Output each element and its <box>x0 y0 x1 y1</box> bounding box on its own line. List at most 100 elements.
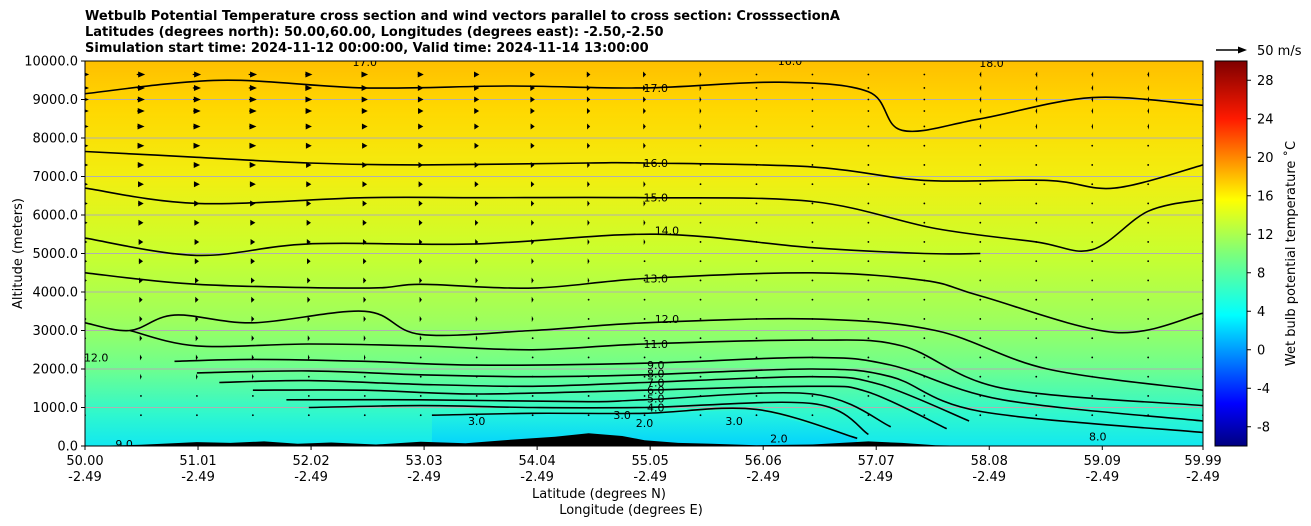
wind-vector <box>755 241 758 243</box>
wind-vector <box>530 108 535 115</box>
wind-vector <box>418 161 424 168</box>
wind-vector <box>193 161 201 168</box>
contour-14.0 <box>85 233 981 257</box>
wind-vector <box>755 125 758 128</box>
wind-vector <box>811 144 814 147</box>
wind-vector <box>699 96 702 103</box>
wind-vector <box>811 87 814 89</box>
title-line-3: Simulation start time: 2024-11-12 00:00:… <box>85 41 649 56</box>
wind-vector <box>755 183 758 186</box>
x-tick-label-lat: 53.03 <box>405 454 442 469</box>
wind-vector <box>475 395 478 397</box>
wind-vector <box>867 260 870 263</box>
wind-vector <box>755 202 758 205</box>
wind-vector <box>811 298 814 301</box>
wind-vector <box>867 318 870 320</box>
wind-vector <box>1147 241 1150 243</box>
y-tick-label: 7000.0 <box>33 170 79 185</box>
wind-vector <box>1147 298 1150 301</box>
wind-vector <box>643 375 646 378</box>
wind-vector <box>923 375 926 378</box>
wind-vector <box>1091 123 1093 130</box>
contour-label: 8.0 <box>1089 430 1107 443</box>
wind-vector <box>923 98 926 101</box>
x-tick-label-lat: 54.04 <box>519 454 556 469</box>
wind-vector <box>137 96 145 103</box>
wind-vector <box>251 414 254 417</box>
wind-vector <box>755 98 758 101</box>
wind-vector <box>586 96 591 103</box>
wind-vector <box>361 71 369 78</box>
wind-vector <box>867 279 870 282</box>
x-tick-label-lon: -2.49 <box>972 470 1006 485</box>
wind-vector <box>1091 356 1094 359</box>
wind-vector <box>361 96 368 103</box>
wind-vector <box>1147 202 1150 205</box>
wind-vector <box>923 318 926 320</box>
wind-vector <box>531 277 534 284</box>
wind-vector <box>531 337 534 340</box>
wind-vector <box>923 260 926 263</box>
contour-label: 6.0 <box>647 384 665 397</box>
wind-vector <box>867 298 870 301</box>
wind-vector <box>1147 183 1150 186</box>
wind-vector <box>587 219 590 226</box>
colorbar-tick-label: 16 <box>1257 189 1274 204</box>
wind-vector <box>1147 356 1150 359</box>
wind-vector <box>699 123 702 130</box>
wind-vector <box>1035 183 1038 186</box>
wind-vector <box>586 84 591 91</box>
colorbar-tick-label: 4 <box>1257 305 1265 320</box>
wind-vector <box>85 109 89 113</box>
wind-vector <box>1147 71 1150 78</box>
colorbar-tick-label: 28 <box>1257 74 1274 89</box>
wind-vector <box>587 181 590 188</box>
wind-vector <box>979 183 982 186</box>
wind-vector <box>699 241 702 243</box>
wind-vector <box>250 219 256 226</box>
wind-vector <box>586 108 591 115</box>
wind-vector <box>139 335 143 342</box>
wind-vector <box>867 202 870 205</box>
wind-vector <box>251 296 255 303</box>
wind-vector <box>1147 96 1150 103</box>
wind-vector <box>193 108 201 115</box>
wind-vector <box>474 96 480 103</box>
wind-vector <box>867 241 870 243</box>
wind-vector <box>811 125 814 128</box>
wind-vector <box>587 356 590 359</box>
wind-vector <box>195 296 199 303</box>
wind-vector <box>643 84 647 91</box>
wind-vector <box>474 181 479 188</box>
x-tick-label-lon: -2.49 <box>746 470 780 485</box>
x-tick-label-lat: 59.99 <box>1184 454 1221 469</box>
wind-vector <box>1091 318 1094 320</box>
wind-vector <box>811 98 814 101</box>
wind-vector <box>923 279 926 282</box>
wind-vector <box>530 123 535 130</box>
wind-vector <box>643 260 646 263</box>
wind-vector <box>979 164 982 166</box>
wind-vector <box>1091 241 1094 243</box>
contour-label: 7.0 <box>647 376 665 389</box>
wind-vector <box>1035 108 1038 115</box>
wind-vector <box>195 335 199 342</box>
wind-vector <box>587 258 590 265</box>
wind-vector <box>867 164 870 166</box>
wind-vector <box>755 395 758 397</box>
wind-vector <box>1147 144 1150 147</box>
wind-vector <box>251 354 254 361</box>
wind-vector <box>474 200 479 207</box>
wind-vector <box>140 395 142 397</box>
wind-vector <box>475 335 478 342</box>
wind-vector <box>85 86 90 90</box>
x-tick-label-lon: -2.49 <box>859 470 893 485</box>
wind-vector <box>643 298 646 301</box>
wind-vector <box>249 108 257 115</box>
wind-vector <box>811 241 814 243</box>
wind-vector <box>195 354 198 361</box>
wind-vector <box>194 219 200 226</box>
wind-vector <box>475 356 478 359</box>
wind-vector <box>139 354 142 361</box>
